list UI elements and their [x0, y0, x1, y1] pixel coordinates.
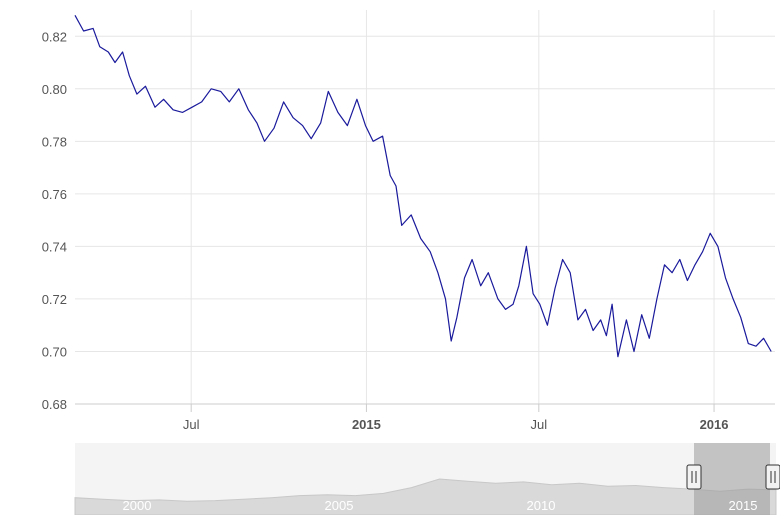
y-tick-label: 0.78 [42, 134, 67, 149]
y-axis-ticks: 0.82 0.80 0.78 0.76 0.74 0.72 0.70 0.68 [42, 29, 67, 412]
series-layer [74, 15, 772, 358]
x-tick-label: 2016 [700, 417, 729, 432]
y-tick-label: 0.76 [42, 187, 67, 202]
x-axis-ticks: Jul 2015 Jul 2016 [75, 403, 775, 432]
y-tick-label: 0.80 [42, 82, 67, 97]
y-tick-label: 0.68 [42, 397, 67, 412]
navigator-x-label: 2000 [123, 498, 152, 513]
navigator-x-label: 2010 [527, 498, 556, 513]
navigator[interactable]: 2000 2005 2010 2015 [74, 443, 780, 515]
series-line [74, 15, 772, 358]
y-tick-label: 0.72 [42, 292, 67, 307]
grid-lines [75, 10, 775, 405]
navigator-right-handle[interactable] [765, 464, 780, 490]
x-tick-label: 2015 [352, 417, 381, 432]
navigator-x-label: 2015 [729, 498, 758, 513]
x-tick-label: Jul [530, 417, 547, 432]
y-tick-label: 0.74 [42, 239, 67, 254]
navigator-x-label: 2005 [325, 498, 354, 513]
navigator-left-handle[interactable] [686, 464, 702, 490]
navigator-selected-range[interactable] [694, 443, 770, 515]
y-tick-label: 0.82 [42, 29, 67, 44]
x-tick-label: Jul [183, 417, 200, 432]
navigator-x-labels: 2000 2005 2010 2015 [123, 498, 758, 513]
y-tick-label: 0.70 [42, 344, 67, 359]
